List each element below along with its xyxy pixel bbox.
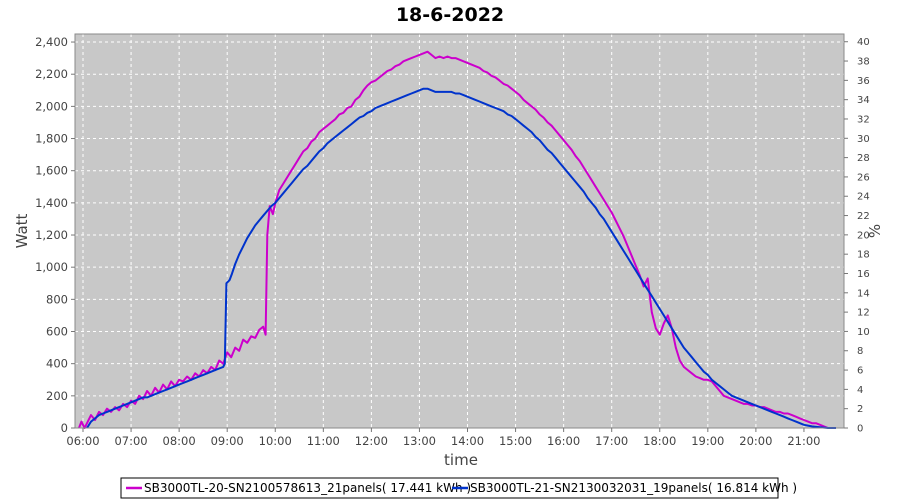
y-tick-label: 800 [46, 292, 68, 306]
x-tick-label: 09:00 [211, 434, 244, 448]
y2-tick-label: 38 [857, 57, 870, 68]
y-tick-label: 1,200 [35, 228, 68, 242]
x-axis: 06:00 07:00 08:00 09:00 10:00 11:00 12:00 13:00… [66, 428, 821, 448]
y-tick-label: 200 [46, 389, 68, 403]
y2-tick-label: 30 [857, 134, 870, 145]
x-tick-label: 16:00 [547, 434, 580, 448]
y2-tick-label: 16 [857, 269, 870, 280]
x-tick-label: 13:00 [403, 434, 436, 448]
x-tick-label: 06:00 [66, 434, 99, 448]
y2-tick-label: 12 [857, 308, 870, 319]
y-tick-label: 400 [46, 357, 68, 371]
y2-tick-label: 20 [857, 230, 870, 241]
y-tick-label: 2,400 [35, 35, 68, 49]
y2-tick-label: 34 [857, 95, 870, 106]
y-tick-label: 1,600 [35, 164, 68, 178]
x-tick-label: 19:00 [691, 434, 724, 448]
plot-border [74, 33, 845, 429]
y2-tick-label: 40 [857, 37, 870, 48]
x-axis-title: time [444, 451, 478, 469]
y2-tick-label: 0 [857, 424, 863, 435]
y2-tick-label: 18 [857, 250, 870, 261]
y-tick-label: 2,200 [35, 67, 68, 81]
series-line-1 [78, 50, 829, 429]
y2-tick-label: 4 [857, 385, 863, 396]
y2-axis-title: % [866, 224, 884, 238]
plot-area [75, 34, 844, 428]
y-axis: 0 200 400 600 800 1,000 1,200 1,400 1,600 1,800 2,… [35, 35, 75, 435]
y2-tick-label: 2 [857, 404, 863, 415]
y2-tick-label: 28 [857, 153, 870, 164]
x-tick-label: 08:00 [163, 434, 196, 448]
series-line-2 [86, 87, 836, 429]
legend-label: SB3000TL-21-SN2130032031_19panels( 16.81… [470, 481, 797, 495]
y-tick-label: 1,800 [35, 132, 68, 146]
legend-label: SB3000TL-20-SN2100578613_21panels( 17.44… [144, 481, 471, 495]
y2-tick-label: 24 [857, 192, 870, 203]
y2-tick-label: 26 [857, 172, 870, 183]
x-tick-label: 15:00 [499, 434, 532, 448]
legend-box [120, 477, 779, 499]
x-tick-label: 11:00 [307, 434, 340, 448]
series-lines [78, 50, 836, 429]
y-tick-label: 1,400 [35, 196, 68, 210]
y2-tick-label: 6 [857, 366, 863, 377]
y-axis-title: Watt [13, 213, 31, 248]
chart-title: 18-6-2022 [396, 4, 504, 26]
x-tick-label: 14:00 [451, 434, 484, 448]
y2-tick-label: 32 [857, 114, 870, 125]
x-tick-label: 21:00 [787, 434, 820, 448]
y2-tick-label: 8 [857, 346, 863, 357]
y2-tick-label: 36 [857, 76, 870, 87]
x-tick-label: 07:00 [114, 434, 147, 448]
x-tick-label: 20:00 [739, 434, 772, 448]
x-tick-label: 18:00 [643, 434, 676, 448]
x-tick-label: 17:00 [595, 434, 628, 448]
x-tick-label: 10:00 [259, 434, 292, 448]
y2-tick-label: 22 [857, 211, 870, 222]
y2-tick-label: 14 [857, 288, 870, 299]
y-tick-label: 1,000 [35, 260, 68, 274]
y-tick-label: 600 [46, 325, 68, 339]
x-tick-label: 12:00 [355, 434, 388, 448]
y-tick-label: 0 [61, 421, 68, 435]
y-tick-label: 2,000 [35, 99, 68, 113]
legend: SB3000TL-20-SN2100578613_21panels( 17.44… [120, 477, 797, 499]
y2-tick-label: 10 [857, 327, 870, 338]
